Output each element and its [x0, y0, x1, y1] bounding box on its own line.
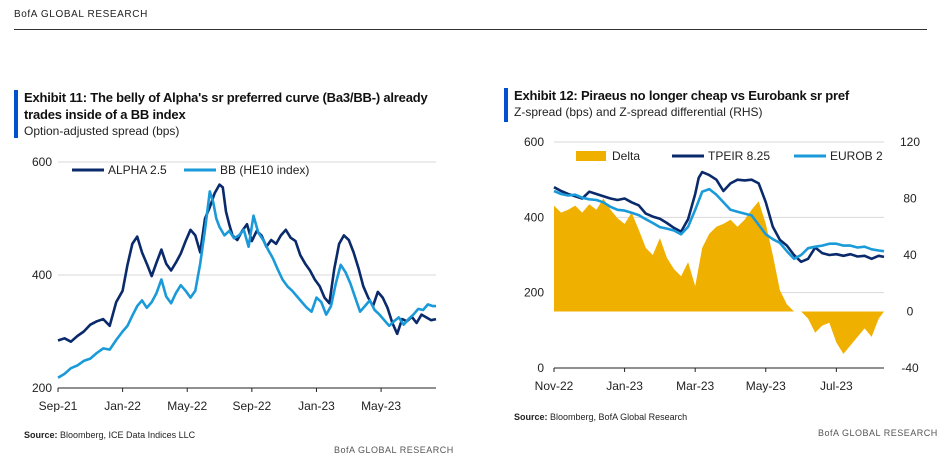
y2-tick-label: 80 — [903, 192, 917, 206]
x-tick-label: Jan-23 — [298, 399, 335, 412]
series-line-alpha — [57, 183, 437, 343]
y2-tick-label: 40 — [903, 248, 917, 262]
x-tick-label: Nov-22 — [535, 379, 574, 393]
y-tick-label: 600 — [32, 155, 52, 169]
y-tick-label: 400 — [524, 210, 544, 224]
legend-label: Delta — [612, 149, 640, 163]
left-chart-title: Exhibit 11: The belly of Alpha's sr pref… — [24, 90, 428, 122]
x-tick-label: May-23 — [361, 399, 401, 412]
x-tick-label: Jul-23 — [820, 379, 853, 393]
legend-label: ALPHA 2.5 — [108, 163, 167, 177]
x-tick-label: Sep-21 — [39, 399, 78, 412]
y2-tick-label: 0 — [907, 305, 914, 319]
y-tick-label: 600 — [524, 135, 544, 149]
left-chart: 200 400 600 Sep-21 Jan-22 May-22 Sep-22 Jan-23 M… — [32, 155, 437, 412]
x-tick-label: Jan-22 — [104, 399, 141, 412]
y-tick-label: 200 — [524, 286, 544, 300]
left-source-label: Source: — [24, 430, 58, 440]
left-source: Source: Bloomberg, ICE Data Indices LLC — [24, 430, 195, 440]
right-source-text: Bloomberg, BofA Global Research — [550, 412, 688, 422]
left-chart-subtitle: Option-adjusted spread (bps) — [24, 124, 180, 138]
y-tick-label: 400 — [32, 268, 52, 282]
legend-label: EUROB 2 — [830, 149, 883, 163]
legend-swatch — [576, 151, 606, 161]
x-tick-label: Mar-23 — [676, 379, 714, 393]
brand-header: BofA GLOBAL RESEARCH — [14, 9, 148, 20]
header-rule — [14, 29, 927, 30]
right-footer: BofA GLOBAL RESEARCH — [818, 428, 938, 438]
right-chart-title: Exhibit 12: Piraeus no longer cheap vs E… — [514, 88, 850, 103]
series-line-bb — [57, 190, 436, 379]
x-tick-label: May-23 — [746, 379, 786, 393]
series-area-delta — [554, 198, 884, 354]
x-tick-label: Sep-22 — [232, 399, 271, 412]
legend-label: TPEIR 8.25 — [708, 149, 770, 163]
y2-tick-label: -40 — [901, 361, 919, 375]
right-chart: 0 200 400 600 -40 0 40 80 120 Nov-22 Jan-23 Mar-23 M… — [524, 135, 920, 393]
right-source-label: Source: — [514, 412, 548, 422]
series-line-eurob — [553, 187, 885, 261]
right-source: Source: Bloomberg, BofA Global Research — [514, 412, 687, 422]
series-line-tpeir — [553, 170, 885, 264]
left-title-bar — [14, 90, 18, 138]
y-tick-label: 200 — [32, 381, 52, 395]
y2-tick-label: 120 — [900, 135, 920, 149]
x-tick-label: Jan-23 — [606, 379, 643, 393]
left-source-text: Bloomberg, ICE Data Indices LLC — [60, 430, 196, 440]
right-chart-subtitle: Z-spread (bps) and Z-spread differential… — [514, 105, 763, 119]
x-tick-label: May-22 — [167, 399, 207, 412]
left-footer: BofA GLOBAL RESEARCH — [334, 445, 454, 455]
legend-label: BB (HE10 index) — [220, 163, 309, 177]
right-title-bar — [504, 88, 508, 122]
y-tick-label: 0 — [537, 361, 544, 375]
